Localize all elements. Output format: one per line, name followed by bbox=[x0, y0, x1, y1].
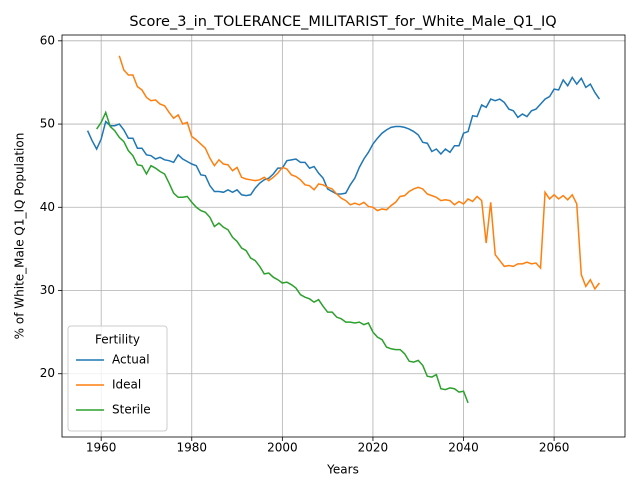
data-line bbox=[86, 76, 601, 197]
y-axis-label: % of White_Male Q1_IQ Population bbox=[13, 133, 27, 340]
x-tick-label: 1980 bbox=[176, 441, 207, 455]
x-tick-label: 2020 bbox=[358, 441, 389, 455]
legend-box bbox=[67, 325, 168, 432]
x-tick-label: 1960 bbox=[86, 441, 117, 455]
x-axis-label: Years bbox=[326, 463, 359, 477]
y-tick-label: 20 bbox=[40, 366, 55, 380]
legend-title: Fertility bbox=[95, 333, 140, 347]
x-tick-label: 2060 bbox=[539, 441, 570, 455]
data-line bbox=[118, 55, 601, 291]
x-tick-label: 2000 bbox=[267, 441, 298, 455]
plot-frame bbox=[61, 34, 626, 438]
x-tick-label: 2040 bbox=[448, 441, 479, 455]
y-tick-label: 60 bbox=[40, 33, 55, 47]
y-tick-label: 30 bbox=[40, 283, 55, 297]
legend-label: Ideal bbox=[112, 378, 141, 392]
chart-title: Score_3_in_TOLERANCE_MILITARIST_for_Whit… bbox=[129, 14, 556, 30]
data-line bbox=[96, 110, 469, 404]
legend-label: Sterile bbox=[112, 403, 151, 417]
y-tick-label: 40 bbox=[40, 200, 55, 214]
y-tick-label: 50 bbox=[40, 117, 55, 131]
legend-label: Actual bbox=[112, 353, 150, 367]
